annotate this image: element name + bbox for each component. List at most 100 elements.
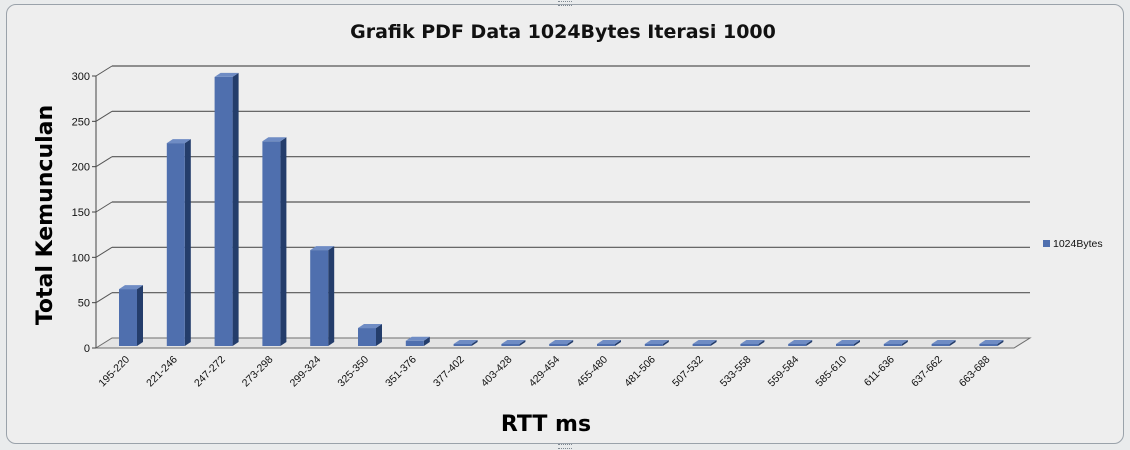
bar-front bbox=[166, 143, 185, 346]
bar-side bbox=[376, 324, 382, 346]
bar bbox=[501, 340, 526, 346]
gridline-side bbox=[95, 246, 113, 258]
bar-front bbox=[692, 344, 711, 346]
gridline-side bbox=[95, 156, 113, 168]
x-axis-label: RTT ms bbox=[501, 412, 591, 437]
bar-front bbox=[979, 344, 998, 346]
bar bbox=[214, 72, 239, 346]
bar-side bbox=[615, 340, 621, 346]
bar-front bbox=[310, 250, 329, 346]
bar-top bbox=[979, 340, 1004, 344]
bar bbox=[931, 340, 956, 346]
bar-top bbox=[931, 340, 956, 344]
bar bbox=[453, 340, 478, 346]
x-tick-label: 585-610 bbox=[813, 354, 849, 390]
gridline-side bbox=[95, 201, 113, 213]
y-tick-label: 300 bbox=[72, 71, 90, 83]
bar-top bbox=[692, 340, 717, 344]
bar-side bbox=[328, 246, 335, 346]
bar-front bbox=[788, 344, 807, 346]
x-axis-ticks: 195-220 221-246 247-272 273-298 299-324 325-3… bbox=[96, 354, 992, 390]
legend: 1024Bytes bbox=[1043, 238, 1103, 250]
resize-handle-bottom[interactable] bbox=[558, 444, 572, 449]
x-tick-label: 559-584 bbox=[766, 354, 802, 390]
x-tick-label: 481-506 bbox=[622, 354, 658, 390]
bar-front bbox=[501, 344, 520, 346]
bar-side bbox=[949, 340, 956, 346]
y-tick-label: 150 bbox=[72, 207, 90, 219]
bar-side bbox=[758, 340, 765, 346]
bar-side bbox=[471, 340, 478, 346]
y-axis-label: Total Kemunculan bbox=[33, 105, 58, 325]
bar bbox=[979, 340, 1004, 346]
bar-top bbox=[644, 340, 669, 344]
y-tick-label: 0 bbox=[84, 343, 90, 355]
y-tick-label: 50 bbox=[78, 298, 90, 310]
bar bbox=[166, 139, 191, 346]
bar-top bbox=[358, 324, 382, 329]
bar bbox=[405, 336, 430, 346]
bar-side bbox=[280, 137, 287, 346]
x-tick-label: 221-246 bbox=[144, 354, 180, 390]
x-tick-label: 195-220 bbox=[96, 354, 132, 390]
bar-top bbox=[310, 246, 335, 251]
bar-side bbox=[232, 72, 239, 346]
bar bbox=[740, 340, 765, 346]
bar-top bbox=[597, 340, 621, 344]
legend-label: 1024Bytes bbox=[1053, 238, 1103, 250]
x-tick-label: 299-324 bbox=[288, 354, 324, 390]
x-tick-label: 611-636 bbox=[862, 354, 897, 389]
gridline-side bbox=[95, 110, 113, 122]
bar bbox=[262, 137, 287, 346]
bar-side bbox=[567, 340, 574, 346]
x-tick-label: 507-532 bbox=[670, 354, 706, 390]
x-tick-label: 377-402 bbox=[431, 354, 467, 390]
bar bbox=[358, 324, 382, 346]
bar-front bbox=[549, 344, 568, 346]
bar-top bbox=[166, 139, 191, 144]
bar bbox=[597, 340, 621, 346]
bar-side bbox=[997, 340, 1004, 346]
gridline-side bbox=[95, 65, 113, 77]
bars bbox=[119, 72, 1004, 346]
bar-front bbox=[358, 328, 376, 346]
bar bbox=[310, 246, 335, 346]
bar-top bbox=[262, 137, 287, 142]
gridline-side bbox=[95, 292, 113, 304]
x-tick-label: 533-558 bbox=[718, 354, 754, 390]
bar-front bbox=[931, 344, 950, 346]
y-axis-ticks: 0 50 100 150 200 250 300 bbox=[72, 71, 96, 355]
bar-top bbox=[119, 285, 143, 290]
x-tick-label: 273-298 bbox=[240, 354, 276, 390]
bar-top bbox=[883, 340, 908, 344]
y-tick-label: 200 bbox=[72, 162, 90, 174]
x-tick-label: 429-454 bbox=[527, 354, 563, 390]
y-tick-label: 100 bbox=[72, 252, 90, 264]
bar-front bbox=[597, 344, 615, 346]
x-tick-label: 247-272 bbox=[192, 354, 228, 390]
bar bbox=[883, 340, 908, 346]
bar-front bbox=[119, 289, 137, 346]
bar bbox=[549, 340, 574, 346]
chart-area[interactable] bbox=[6, 4, 1124, 444]
resize-handle-top[interactable] bbox=[558, 1, 572, 6]
bar-side bbox=[710, 340, 717, 346]
bar-top bbox=[549, 340, 574, 344]
bar-side bbox=[423, 336, 430, 346]
bar-front bbox=[214, 76, 233, 346]
bar-front bbox=[262, 141, 281, 346]
chart-title: Grafik PDF Data 1024Bytes Iterasi 1000 bbox=[350, 21, 776, 43]
x-tick-label: 325-350 bbox=[335, 354, 371, 390]
bar-side bbox=[519, 340, 526, 346]
bar-front bbox=[453, 344, 472, 346]
x-tick-label: 455-480 bbox=[574, 354, 610, 390]
bar-front bbox=[740, 344, 759, 346]
bar bbox=[788, 340, 813, 346]
bar-top bbox=[836, 340, 860, 344]
bar-front bbox=[836, 344, 854, 346]
bar bbox=[119, 285, 143, 346]
bar-top bbox=[501, 340, 526, 344]
x-tick-label: 663-688 bbox=[957, 354, 993, 390]
